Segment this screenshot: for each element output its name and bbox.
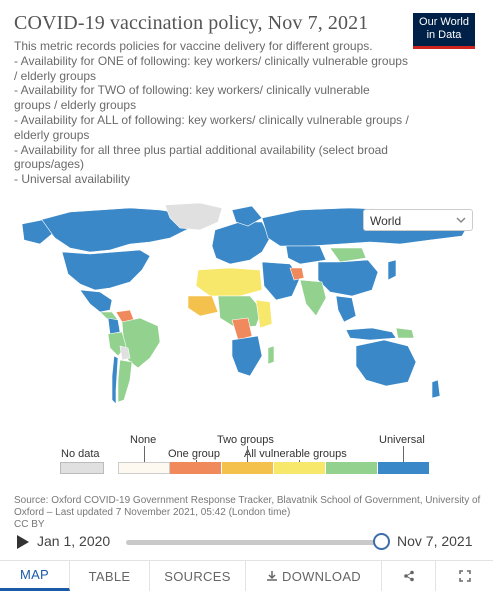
license-text[interactable]: CC BY xyxy=(14,519,484,531)
country-southern-africa[interactable] xyxy=(232,336,262,376)
legend-tick xyxy=(247,446,248,462)
country-canada[interactable] xyxy=(40,208,190,252)
country-kazakhstan[interactable] xyxy=(286,246,326,264)
tab-download[interactable]: DOWNLOAD xyxy=(246,561,382,591)
tab-bar: MAP TABLE SOURCES DOWNLOAD xyxy=(0,560,493,590)
tab-table[interactable]: TABLE xyxy=(70,561,150,591)
country-colombia[interactable] xyxy=(108,318,120,334)
legend-swatch-partial-additional xyxy=(326,462,378,474)
chart-subtitle: This metric records policies for vaccine… xyxy=(14,39,409,187)
legend-swatch-universal xyxy=(378,462,430,474)
timeline-handle[interactable] xyxy=(373,533,390,550)
legend-label-none: None xyxy=(130,434,156,446)
legend-swatch-all-vulnerable xyxy=(274,462,326,474)
fullscreen-button[interactable] xyxy=(436,561,493,591)
legend-label-universal: Universal xyxy=(379,434,425,446)
timeline-track[interactable] xyxy=(126,540,382,545)
country-indonesia[interactable] xyxy=(346,328,396,340)
subtitle-line: - Availability for all three plus partia… xyxy=(14,143,409,173)
country-madagascar[interactable] xyxy=(268,346,274,364)
owid-logo[interactable]: Our World in Data xyxy=(413,13,475,49)
country-north-africa[interactable] xyxy=(196,268,262,296)
country-europe[interactable] xyxy=(212,222,270,264)
tab-map-label: MAP xyxy=(20,567,49,582)
legend-swatch-two-groups xyxy=(222,462,274,474)
world-map[interactable] xyxy=(0,200,493,425)
country-australia[interactable] xyxy=(356,340,416,386)
share-button[interactable] xyxy=(382,561,436,591)
legend-tick xyxy=(403,446,404,462)
legend-swatch-one-group xyxy=(170,462,222,474)
play-icon[interactable] xyxy=(16,534,30,550)
country-papua[interactable] xyxy=(396,328,414,338)
country-west-africa[interactable] xyxy=(188,296,218,316)
timeline-start-date: Jan 1, 2020 xyxy=(37,533,110,549)
region-select[interactable]: World xyxy=(363,209,473,231)
timeline-end-date: Nov 7, 2021 xyxy=(397,533,473,549)
country-chile[interactable] xyxy=(112,356,118,404)
country-japan[interactable] xyxy=(388,260,396,280)
chart-title: COVID-19 vaccination policy, Nov 7, 2021 xyxy=(14,12,368,35)
legend-label-no-data: No data xyxy=(61,448,100,460)
country-india[interactable] xyxy=(300,280,326,316)
country-mongolia[interactable] xyxy=(330,248,366,262)
tab-download-label: DOWNLOAD xyxy=(282,569,361,584)
subtitle-line: - Availability for ONE of following: key… xyxy=(14,54,409,84)
country-brazil[interactable] xyxy=(122,318,160,368)
region-select-value: World xyxy=(370,214,401,228)
tab-sources-label: SOURCES xyxy=(164,569,230,584)
logo-line-1: Our World xyxy=(413,16,475,29)
tab-sources[interactable]: SOURCES xyxy=(150,561,246,591)
download-icon xyxy=(266,570,278,582)
legend-label-one-group: One group xyxy=(168,448,220,460)
country-drc[interactable] xyxy=(232,318,252,340)
legend-label-all-vulnerable: All vulnerable groups xyxy=(244,448,347,460)
country-argentina[interactable] xyxy=(118,360,132,402)
tab-map[interactable]: MAP xyxy=(0,561,70,591)
logo-line-2: in Data xyxy=(413,29,475,42)
legend-tick xyxy=(144,446,145,462)
tab-table-label: TABLE xyxy=(89,569,131,584)
fullscreen-icon xyxy=(459,570,471,582)
country-new-zealand[interactable] xyxy=(432,380,440,398)
country-east-africa[interactable] xyxy=(256,300,272,328)
source-text: Source: Oxford COVID-19 Government Respo… xyxy=(14,495,484,519)
source-note: Source: Oxford COVID-19 Government Respo… xyxy=(14,495,484,531)
share-icon xyxy=(403,570,415,582)
legend-swatch-no-data xyxy=(60,462,104,474)
chevron-down-icon xyxy=(454,213,468,227)
country-southeast-asia[interactable] xyxy=(336,296,356,322)
country-china[interactable] xyxy=(318,260,378,296)
subtitle-line: - Universal availability xyxy=(14,172,409,187)
country-usa[interactable] xyxy=(62,250,150,290)
subtitle-line: This metric records policies for vaccine… xyxy=(14,39,409,54)
subtitle-line: - Availability for TWO of following: key… xyxy=(14,83,409,113)
country-mexico[interactable] xyxy=(80,290,112,312)
legend-swatch-none xyxy=(118,462,170,474)
subtitle-line: - Availability for ALL of following: key… xyxy=(14,113,409,143)
legend-label-two-groups: Two groups xyxy=(217,434,274,446)
